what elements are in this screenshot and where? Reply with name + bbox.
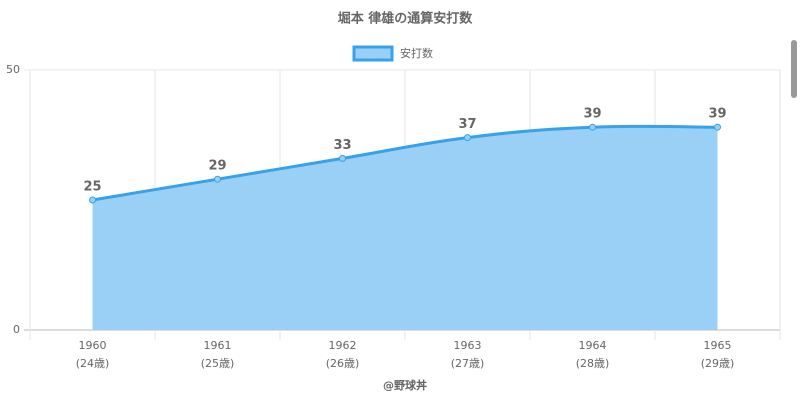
point xyxy=(89,196,96,204)
x-tick-label: 1962 xyxy=(329,339,357,352)
legend-swatch xyxy=(352,45,394,62)
credit: @野球丼 xyxy=(383,378,427,392)
x-tick-label: 1964 xyxy=(579,339,607,352)
value-label: 29 xyxy=(208,159,226,174)
x-tick-sublabel: (29歳) xyxy=(701,357,735,370)
x-tick-label: 1960 xyxy=(79,339,107,352)
y-tick-label: 0 xyxy=(13,323,20,336)
value-label: 39 xyxy=(708,107,726,122)
point xyxy=(464,134,471,142)
value-label: 37 xyxy=(458,117,476,132)
point xyxy=(214,175,221,183)
line xyxy=(92,124,718,202)
point xyxy=(589,123,596,131)
value-label: 39 xyxy=(583,107,601,122)
legend-label: 安打数 xyxy=(400,46,433,60)
x-tick-label: 1963 xyxy=(454,339,482,352)
area xyxy=(92,126,718,330)
x-tick-sublabel: (25歳) xyxy=(201,357,235,370)
x-tick-label: 1965 xyxy=(704,339,732,352)
value-label: 25 xyxy=(83,180,101,195)
x-tick-label: 1961 xyxy=(204,339,232,352)
chart-title: 堀本 律雄の通算安打数 xyxy=(338,11,474,27)
x-tick-sublabel: (27歳) xyxy=(451,357,485,370)
x-tick-sublabel: (24歳) xyxy=(76,357,110,370)
point xyxy=(339,154,346,162)
value-label: 33 xyxy=(333,138,351,153)
y-tick-label: 50 xyxy=(6,63,20,76)
point xyxy=(714,123,721,131)
x-tick-sublabel: (28歳) xyxy=(576,357,610,370)
x-tick-sublabel: (26歳) xyxy=(326,357,360,370)
scrollbar[interactable] xyxy=(791,40,797,98)
